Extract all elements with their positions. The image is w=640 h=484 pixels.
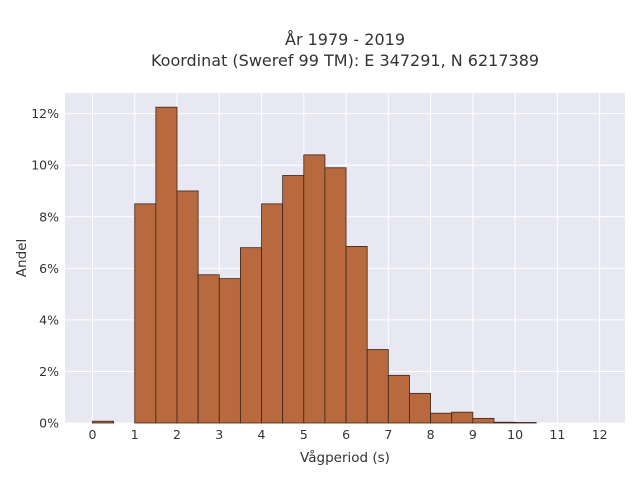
x-tick-label: 9 <box>469 427 477 442</box>
y-tick-label: 6% <box>39 261 59 276</box>
histogram-bar <box>239 247 262 424</box>
x-axis-ticks: 0 1 2 3 4 5 6 7 8 9 10 11 12 <box>88 427 607 442</box>
histogram-bar <box>493 421 516 424</box>
y-tick-label: 10% <box>31 158 59 173</box>
histogram-bar <box>303 154 326 424</box>
histogram-bar <box>430 412 453 424</box>
histogram-bar <box>261 203 284 424</box>
chart-title-line-1: År 1979 - 2019 <box>285 30 405 49</box>
x-tick-label: 12 <box>592 427 608 442</box>
x-tick-label: 5 <box>300 427 308 442</box>
histogram-bar <box>451 411 474 424</box>
y-tick-label: 0% <box>39 416 59 431</box>
histogram-bar <box>197 274 220 424</box>
y-tick-label: 2% <box>39 364 59 379</box>
histogram-bar <box>218 278 241 424</box>
x-tick-label: 7 <box>384 427 392 442</box>
histogram-bar <box>134 203 157 424</box>
y-tick-label: 8% <box>39 209 59 224</box>
x-tick-label: 11 <box>549 427 565 442</box>
histogram-bar <box>92 420 115 424</box>
y-tick-label: 12% <box>31 106 59 121</box>
histogram-bar <box>514 422 537 424</box>
histogram-bar <box>472 417 495 424</box>
x-axis-label: Vågperiod (s) <box>300 449 390 466</box>
x-tick-label: 6 <box>342 427 350 442</box>
x-tick-label: 3 <box>215 427 223 442</box>
x-tick-label: 2 <box>173 427 181 442</box>
histogram-bar <box>282 175 305 424</box>
histogram-bar <box>366 349 389 424</box>
x-tick-label: 8 <box>427 427 435 442</box>
histogram-bar <box>345 245 368 424</box>
x-tick-label: 0 <box>88 427 96 442</box>
y-tick-label: 4% <box>39 312 59 327</box>
y-axis-ticks: 0% 2% 4% 6% 8% 10% 12% <box>31 106 59 430</box>
y-axis-label: Andel <box>14 239 30 277</box>
chart-title-line-2: Koordinat (Sweref 99 TM): E 347291, N 62… <box>151 51 539 70</box>
histogram-bar <box>387 374 410 424</box>
histogram-bar <box>176 190 199 424</box>
x-tick-label: 4 <box>258 427 266 442</box>
x-tick-label: 1 <box>131 427 139 442</box>
x-tick-label: 10 <box>507 427 523 442</box>
histogram-bar <box>409 392 431 424</box>
histogram-bars <box>92 106 537 424</box>
histogram-bar <box>324 167 347 424</box>
histogram-bar <box>155 106 178 424</box>
